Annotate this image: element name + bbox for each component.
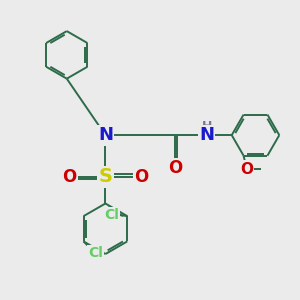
Text: S: S: [98, 167, 112, 186]
Text: Cl: Cl: [104, 208, 119, 222]
Text: N: N: [98, 126, 113, 144]
Text: O: O: [240, 162, 253, 177]
Text: O: O: [63, 168, 77, 186]
Text: O: O: [168, 159, 182, 177]
Text: Cl: Cl: [88, 246, 103, 260]
Text: N: N: [199, 126, 214, 144]
Text: O: O: [134, 168, 148, 186]
Text: H: H: [202, 120, 212, 133]
